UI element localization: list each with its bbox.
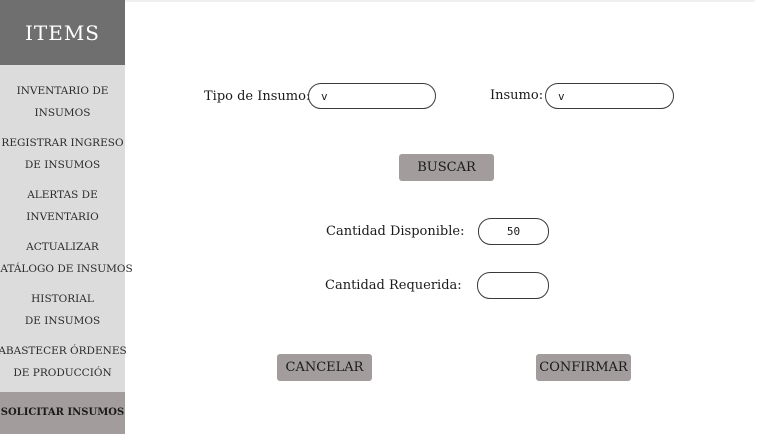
nav-item-label: SOLICITAR INSUMOS [0,407,125,418]
nav-item-label-line2: INVENTARIO [26,211,99,223]
tipo-insumo-value: v [321,89,328,103]
nav-item-inventario-de-insumos[interactable]: INVENTARIO DE INSUMOS [0,78,125,126]
insumo-select[interactable]: v [545,83,674,109]
top-divider [125,0,755,2]
cantidad-requerida-input[interactable] [477,272,549,299]
insumo-label: Insumo: [490,88,544,103]
nav-item-label-line2: INSUMOS [34,107,91,119]
nav-item-actualizar-catalogo[interactable]: ACTUALIZAR CATÁLOGO DE INSUMOS [0,234,133,282]
insumo-value: v [558,89,565,103]
sidebar-title: ITEMS [24,20,101,45]
tipo-insumo-select[interactable]: v [308,83,436,109]
nav-item-label-line1: INVENTARIO DE [16,85,109,97]
nav-item-label-line1: ACTUALIZAR [26,241,99,253]
nav-item-alertas-de-inventario[interactable]: ALERTAS DE INVENTARIO [0,182,125,230]
nav-item-label-line1: HISTORIAL [31,293,94,305]
nav-item-historial-de-insumos[interactable]: HISTORIAL DE INSUMOS [0,286,125,334]
nav-item-label-line2: DE INSUMOS [24,159,101,171]
buscar-button[interactable]: BUSCAR [399,154,494,181]
sidebar: ITEMS INVENTARIO DE INSUMOS REGISTRAR IN… [0,0,133,434]
cantidad-disponible-value: 50 [506,225,521,238]
nav-item-label-line1: REGISTRAR INGRESO [1,137,124,149]
nav-item-label-line2: DE INSUMOS [24,315,101,327]
nav-item-label-line1: ABASTECER ÓRDENES [0,345,127,357]
nav-item-abastecer-ordenes[interactable]: ABASTECER ÓRDENES DE PRODUCCIÓN [0,338,127,386]
cantidad-requerida-label: Cantidad Requerida: [325,278,462,293]
sidebar-header: ITEMS [0,0,125,65]
nav-item-label-line1: ALERTAS DE [27,189,98,201]
cantidad-disponible-label: Cantidad Disponible: [326,224,465,239]
nav-item-solicitar-insumos[interactable]: SOLICITAR INSUMOS [0,392,125,434]
nav-item-registrar-ingreso[interactable]: REGISTRAR INGRESO DE INSUMOS [0,130,125,178]
tipo-insumo-label: Tipo de Insumo: [204,89,311,104]
nav-item-label-line2: CATÁLOGO DE INSUMOS [0,263,133,275]
nav-item-label-line2: DE PRODUCCIÓN [13,367,112,379]
cantidad-disponible-field: 50 [478,218,549,245]
confirm-button[interactable]: CONFIRMAR [536,354,631,381]
cancel-button[interactable]: CANCELAR [277,354,372,381]
